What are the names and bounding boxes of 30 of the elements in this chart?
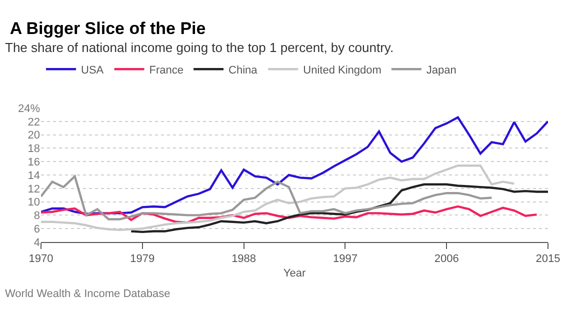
legend-label: France — [149, 64, 184, 76]
y-tick-label: 24% — [18, 102, 40, 115]
chart-subtitle: The share of national income going to the top 1 percent, by country. — [5, 40, 394, 55]
y-tick-label: 16 — [28, 156, 40, 168]
line-series — [41, 205, 538, 224]
chart-title: A Bigger Slice of the Pie — [10, 19, 206, 38]
y-tick-label: 18 — [28, 143, 40, 156]
line-series — [41, 175, 493, 220]
y-tick-label: 12 — [28, 183, 40, 196]
y-tick-label: 10 — [28, 196, 40, 209]
y-tick-label: 22 — [28, 116, 40, 128]
x-axis-title: Year — [283, 267, 306, 280]
x-tick-label: 1988 — [232, 253, 256, 266]
x-tick-label: 1997 — [332, 253, 358, 266]
y-tick-label: 8 — [34, 210, 40, 222]
legend-label: Japan — [426, 64, 456, 76]
line-series — [130, 183, 548, 234]
y-tick-label: 4 — [34, 236, 40, 249]
legend-label: China — [228, 64, 258, 76]
text: World Wealth & Income Database — [5, 288, 170, 300]
x-tick-label: 1979 — [130, 253, 155, 266]
x-tick-label: 2015 — [536, 253, 560, 266]
y-tick-label: 6 — [34, 223, 40, 236]
legend-label: United Kingdom — [303, 64, 382, 76]
x-tick-label: 2006 — [434, 253, 459, 266]
line-series — [41, 116, 548, 215]
y-tick-label: 20 — [28, 130, 40, 142]
legend-label: USA — [81, 64, 104, 76]
y-tick-label: 14 — [28, 170, 40, 182]
x-tick-label: 1970 — [28, 253, 54, 266]
